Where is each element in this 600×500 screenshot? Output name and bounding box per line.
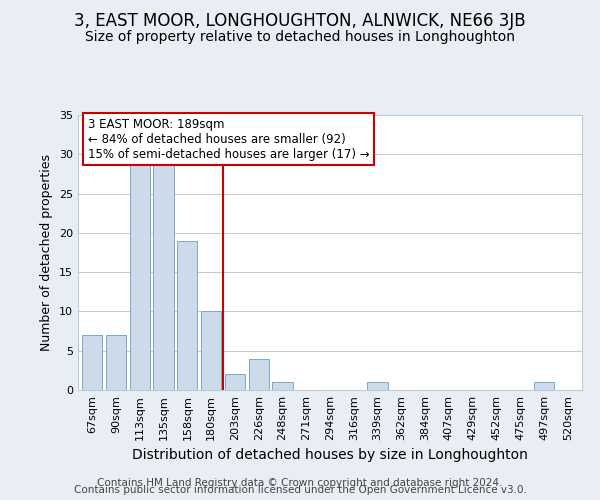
Bar (272, 382, 293, 390)
Bar (177, 240, 197, 390)
Bar (106, 335, 126, 390)
Text: Contains HM Land Registry data © Crown copyright and database right 2024.: Contains HM Land Registry data © Crown c… (97, 478, 503, 488)
Text: 3 EAST MOOR: 189sqm
← 84% of detached houses are smaller (92)
15% of semi-detach: 3 EAST MOOR: 189sqm ← 84% of detached ho… (88, 118, 370, 161)
X-axis label: Distribution of detached houses by size in Longhoughton: Distribution of detached houses by size … (132, 448, 528, 462)
Bar (534, 382, 554, 390)
Bar (82, 335, 103, 390)
Bar (201, 312, 221, 390)
Bar (130, 162, 150, 390)
Text: Contains public sector information licensed under the Open Government Licence v3: Contains public sector information licen… (74, 485, 526, 495)
Bar (367, 382, 388, 390)
Y-axis label: Number of detached properties: Number of detached properties (40, 154, 53, 351)
Text: 3, EAST MOOR, LONGHOUGHTON, ALNWICK, NE66 3JB: 3, EAST MOOR, LONGHOUGHTON, ALNWICK, NE6… (74, 12, 526, 30)
Text: Size of property relative to detached houses in Longhoughton: Size of property relative to detached ho… (85, 30, 515, 44)
Bar (154, 162, 173, 390)
Bar (248, 358, 269, 390)
Bar (225, 374, 245, 390)
